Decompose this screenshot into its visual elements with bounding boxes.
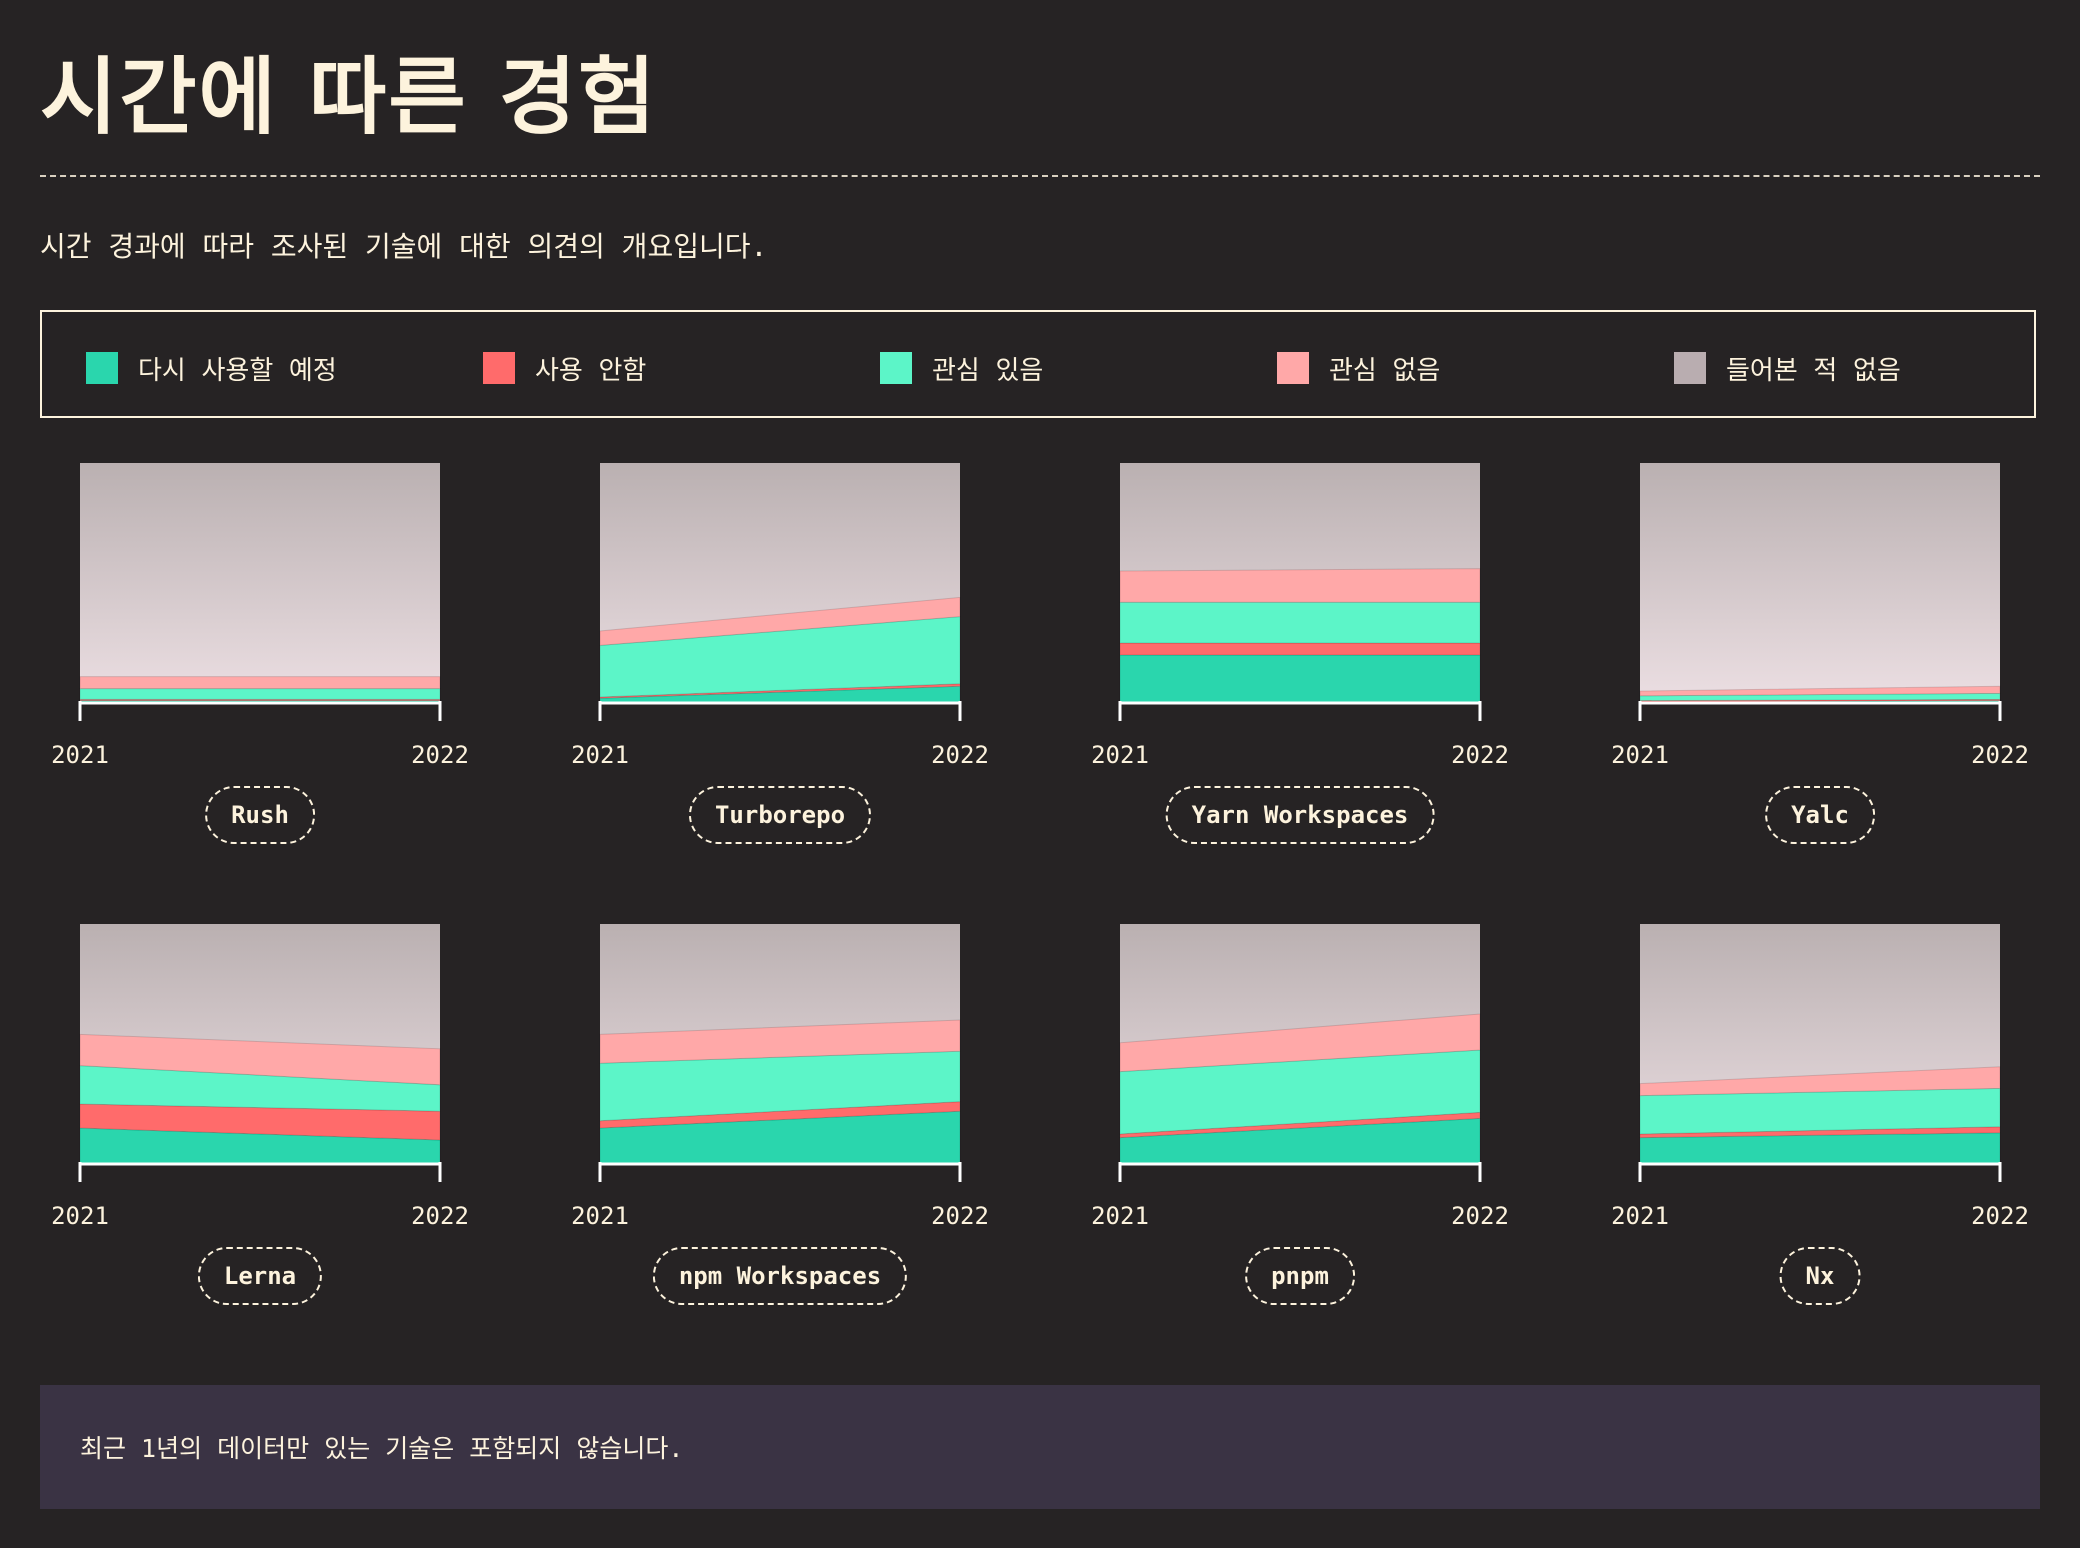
- chart-turborepo: 2021 2022: [571, 463, 989, 769]
- page-title: 시간에 따른 경험: [40, 48, 658, 146]
- x-tick-label: 2022: [1971, 741, 2029, 769]
- x-tick-label: 2021: [1611, 1202, 1669, 1230]
- area-band[interactable]: [1119, 642, 1481, 656]
- area-band[interactable]: [1639, 1066, 2001, 1097]
- x-tick-label: 2022: [1451, 741, 1509, 769]
- legend-label: 관심 있음: [932, 355, 1044, 386]
- x-tick-label: 2021: [1091, 741, 1149, 769]
- chart-title-pill[interactable]: Rush: [205, 786, 315, 844]
- area-band[interactable]: [1639, 1132, 2001, 1165]
- x-tick-label: 2022: [411, 1202, 469, 1230]
- x-tick-label: 2022: [1971, 1202, 2029, 1230]
- area-band[interactable]: [599, 596, 961, 646]
- page-subtitle: 시간 경과에 따라 조사된 기술에 대한 의견의 개요입니다.: [40, 230, 768, 263]
- legend-swatch: [1674, 352, 1706, 384]
- area-band[interactable]: [79, 1033, 441, 1086]
- chart-title-pill[interactable]: Turborepo: [688, 786, 872, 844]
- area-band[interactable]: [79, 688, 441, 700]
- area-band[interactable]: [1119, 601, 1481, 644]
- legend-item-not-use[interactable]: 사용 안함: [483, 352, 647, 386]
- legend-item-not-interested[interactable]: 관심 없음: [1277, 352, 1441, 386]
- chart-title-pill[interactable]: npm Workspaces: [652, 1247, 908, 1305]
- area-band[interactable]: [599, 1019, 961, 1064]
- legend-label: 들어본 적 없음: [1726, 355, 1901, 386]
- legend-swatch: [880, 352, 912, 384]
- legend-swatch: [483, 352, 515, 384]
- area-band[interactable]: [1119, 568, 1481, 603]
- x-tick-label: 2022: [931, 741, 989, 769]
- legend-label: 사용 안함: [535, 355, 647, 386]
- legend-swatch: [86, 352, 118, 384]
- chart-title-pill[interactable]: Yarn Workspaces: [1165, 786, 1435, 844]
- chart-legend: 다시 사용할 예정 사용 안함 관심 있음 관심 없음 들어본 적 없음: [40, 310, 2036, 418]
- chart-title-pill[interactable]: Lerna: [197, 1247, 323, 1305]
- chart-lerna: 2021 2022: [51, 924, 469, 1230]
- legend-item-interested[interactable]: 관심 있음: [880, 352, 1044, 386]
- area-band[interactable]: [1639, 1087, 2001, 1135]
- chart-yalc: 2021 2022: [1611, 463, 2029, 769]
- experience-charts: 2021 2022 2021 2022 2021 2022 2021 2022 2021 2022…: [51, 463, 2029, 1230]
- x-tick-label: 2021: [571, 1202, 629, 1230]
- chart-title-pill[interactable]: Nx: [1779, 1247, 1861, 1305]
- legend-item-will-use-again[interactable]: 다시 사용할 예정: [86, 352, 337, 386]
- x-tick-label: 2021: [1091, 1202, 1149, 1230]
- chart-pnpm: 2021 2022: [1091, 924, 1509, 1230]
- chart-nx: 2021 2022: [1611, 924, 2029, 1230]
- legend-swatch: [1277, 352, 1309, 384]
- area-band[interactable]: [1119, 654, 1481, 704]
- chart-plot-area: [1640, 463, 2000, 703]
- x-tick-label: 2022: [1451, 1202, 1509, 1230]
- area-band[interactable]: [1639, 685, 2001, 697]
- chart-plot-area: [80, 463, 440, 703]
- x-tick-label: 2022: [411, 741, 469, 769]
- x-tick-label: 2022: [931, 1202, 989, 1230]
- footer-note: 최근 1년의 데이터만 있는 기술은 포함되지 않습니다.: [40, 1385, 2040, 1509]
- legend-item-never-heard[interactable]: 들어본 적 없음: [1674, 352, 1901, 386]
- x-tick-label: 2021: [51, 741, 109, 769]
- chart-yarn-workspaces: 2021 2022: [1091, 463, 1509, 769]
- x-tick-label: 2021: [571, 741, 629, 769]
- chart-rush: 2021 2022: [51, 463, 469, 769]
- area-band[interactable]: [1119, 1013, 1481, 1073]
- chart-title-pill[interactable]: pnpm: [1245, 1247, 1355, 1305]
- x-tick-label: 2021: [51, 1202, 109, 1230]
- x-tick-label: 2021: [1611, 741, 1669, 769]
- title-divider: [40, 175, 2040, 177]
- legend-label: 다시 사용할 예정: [138, 355, 337, 386]
- area-band[interactable]: [79, 676, 441, 690]
- footer-note-text: 최근 1년의 데이터만 있는 기술은 포함되지 않습니다.: [80, 1434, 684, 1463]
- chart-title-pill[interactable]: Yalc: [1765, 786, 1875, 844]
- chart-npm-workspaces: 2021 2022: [571, 924, 989, 1230]
- legend-label: 관심 없음: [1329, 355, 1441, 386]
